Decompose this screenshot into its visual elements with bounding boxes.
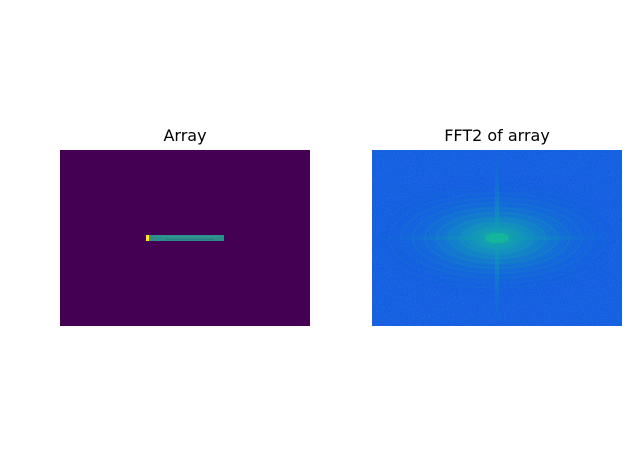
array-bar — [148, 235, 224, 241]
fft-heatmap — [372, 150, 622, 326]
array-bar-texture — [156, 236, 220, 237]
fft-central-peak — [485, 233, 509, 243]
array-heatmap — [60, 150, 310, 326]
array-bar-texture-2 — [166, 239, 214, 240]
array-bright-endpoint — [146, 235, 149, 241]
array-plot-title: Array — [163, 126, 207, 145]
fft-plot-title: FFT2 of array — [444, 126, 550, 145]
